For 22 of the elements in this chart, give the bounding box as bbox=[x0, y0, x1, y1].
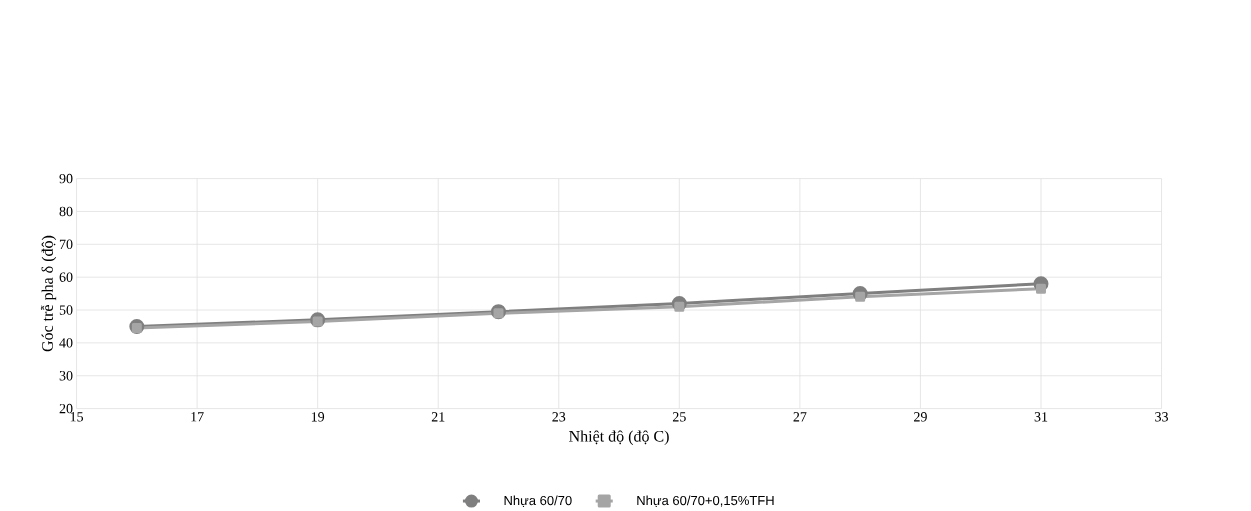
x-tick-label: 21 bbox=[431, 412, 445, 422]
y-tick-label: 50 bbox=[59, 305, 73, 315]
y-tick-label: 70 bbox=[59, 239, 73, 250]
y-tick-label: 60 bbox=[59, 272, 73, 283]
y-axis-title: Góc trễ pha δ (độ) bbox=[40, 236, 57, 352]
x-tick-label: 31 bbox=[1034, 412, 1048, 422]
x-tick-label: 19 bbox=[311, 412, 325, 422]
y-tick-label: 20 bbox=[59, 404, 73, 414]
x-tick-label: 33 bbox=[1155, 412, 1168, 422]
x-tick-label: 17 bbox=[191, 412, 204, 422]
x-axis-title: Nhiệt độ (độ C) bbox=[569, 430, 669, 446]
x-tick-label: 15 bbox=[70, 412, 84, 422]
y-tick-label: 40 bbox=[59, 338, 73, 348]
y-tick-label: 30 bbox=[59, 371, 73, 381]
x-tick-label: 23 bbox=[552, 412, 566, 422]
x-tick-label: 29 bbox=[914, 412, 927, 422]
legend-label: Nhựa 60/70 bbox=[504, 495, 572, 508]
y-tick-label: 90 bbox=[59, 174, 73, 184]
legend-label: Nhựa 60/70+0,15%TFH bbox=[637, 495, 774, 508]
x-tick-label: 27 bbox=[793, 412, 807, 422]
y-tick-label: 80 bbox=[59, 206, 73, 217]
x-tick-label: 25 bbox=[672, 412, 686, 422]
